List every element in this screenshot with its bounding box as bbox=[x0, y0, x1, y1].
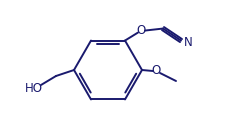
Text: HO: HO bbox=[25, 83, 43, 95]
Text: N: N bbox=[184, 36, 192, 49]
Text: O: O bbox=[136, 24, 146, 37]
Text: O: O bbox=[151, 64, 161, 77]
